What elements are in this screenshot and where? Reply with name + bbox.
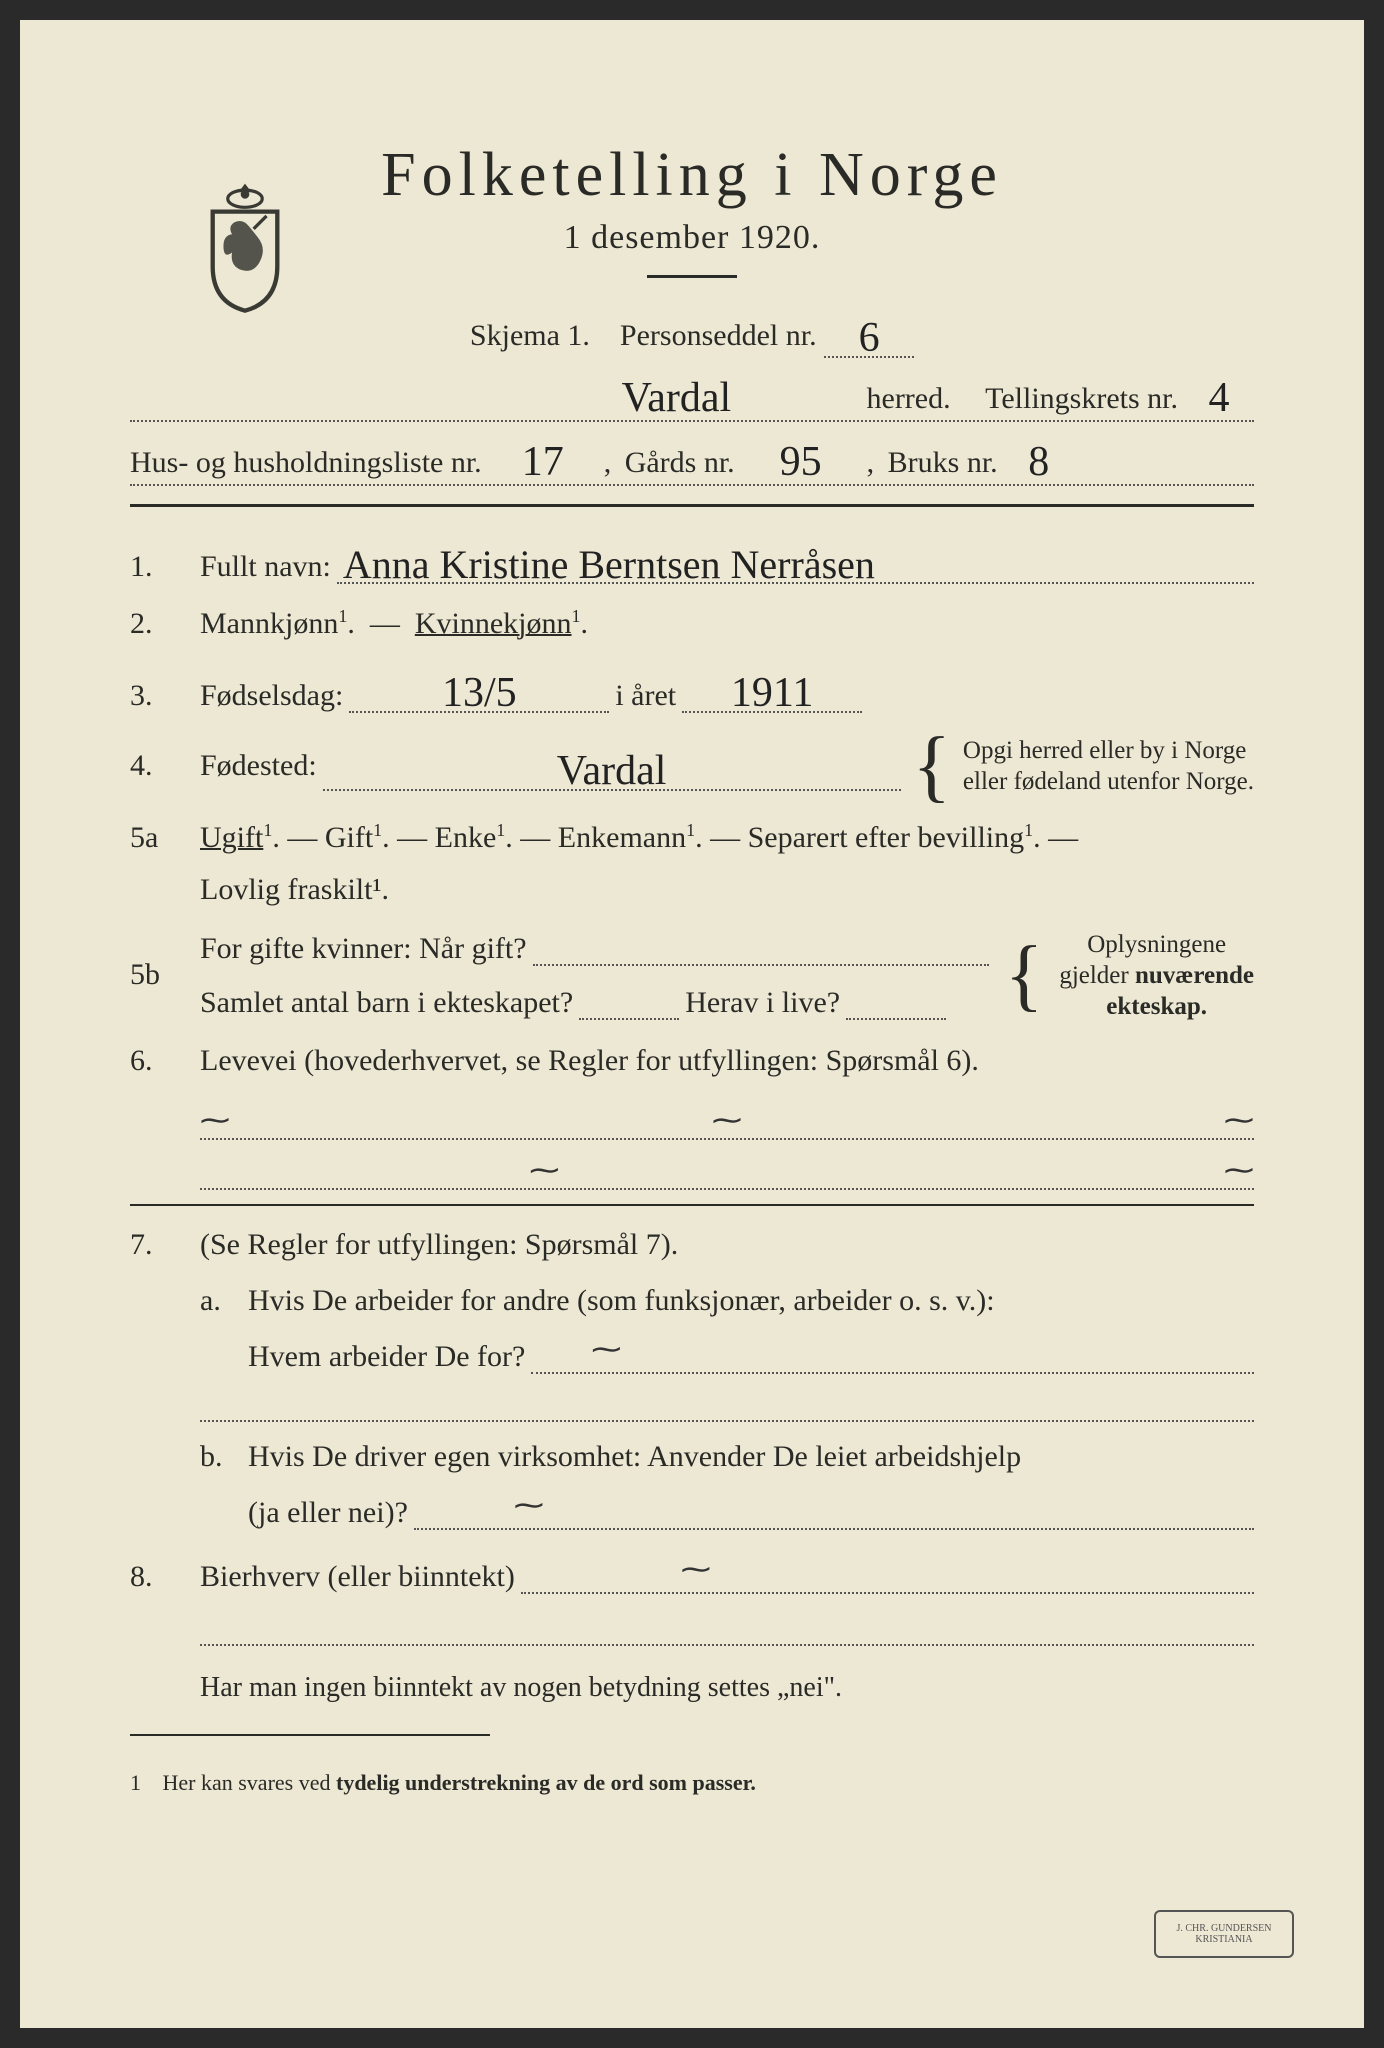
q2-female: Kvinnekjønn [415, 607, 572, 640]
footnote-rule [130, 1734, 490, 1736]
q8-label: Bierhverv (eller biinntekt) [200, 1560, 515, 1594]
q5b-l2a: Samlet antal barn i ekteskapet? [200, 986, 573, 1020]
q7b-label: b. [200, 1440, 230, 1474]
dash-mark: ⁓ [1224, 1153, 1254, 1188]
q7b-l2: (ja eller nei)? [248, 1496, 408, 1530]
footer-line: Har man ingen biinntekt av nogen betydni… [200, 1672, 1254, 1704]
q2-num: 2. [130, 607, 182, 641]
brace-icon: { [1005, 947, 1043, 1003]
personseddel-label: Personseddel nr. [620, 319, 817, 352]
tellingskrets-nr: 4 [1209, 375, 1230, 421]
q3-day: 13/5 [442, 670, 517, 716]
q1-label: Fullt navn: [200, 550, 331, 584]
herred-label: herred. [867, 382, 951, 416]
dash-mark: ⁓ [591, 1332, 621, 1367]
title-rule [647, 275, 737, 278]
census-form-page: Folketelling i Norge 1 desember 1920. Sk… [20, 20, 1364, 2028]
dash-mark: ⁓ [1224, 1103, 1254, 1138]
q7a-label: a. [200, 1284, 230, 1318]
gards-label: Gårds nr. [625, 446, 735, 480]
q5a-ugift: Ugift [200, 821, 263, 854]
dash-mark: ⁓ [712, 1103, 742, 1138]
q5b-note: Oplysningene gjelder nuværende ekteskap. [1059, 929, 1254, 1023]
q4-note: Opgi herred eller by i Norge eller fødel… [963, 735, 1254, 798]
q3-label: Fødselsdag: [200, 679, 343, 713]
q5b-l1: For gifte kvinner: Når gift? [200, 932, 527, 966]
skjema-label: Skjema 1. [470, 319, 590, 352]
coat-of-arms-icon [190, 175, 300, 315]
q5b-num: 5b [130, 958, 182, 992]
gards-nr: 95 [780, 439, 822, 485]
printer-stamp: J. CHR. GUNDERSENKRISTIANIA [1154, 1910, 1294, 1958]
dash-mark: ⁓ [529, 1153, 559, 1188]
dash-mark: ⁓ [514, 1488, 544, 1523]
dash-mark: ⁓ [681, 1552, 711, 1587]
q2-male: Mannkjønn [200, 607, 338, 640]
q3-year: 1911 [731, 670, 813, 716]
tellingskrets-label: Tellingskrets nr. [985, 382, 1178, 416]
q5a-num: 5a [130, 821, 182, 855]
bruks-nr: 8 [1028, 439, 1049, 485]
q4-value: Vardal [557, 748, 667, 794]
rule [130, 1204, 1254, 1206]
personseddel-nr: 6 [859, 315, 880, 361]
q1-num: 1. [130, 550, 182, 584]
hus-label: Hus- og husholdningsliste nr. [130, 446, 482, 480]
brace-icon: { [913, 738, 951, 794]
q1-value: Anna Kristine Berntsen Nerråsen [343, 542, 875, 587]
footnote: 1 Her kan svares ved tydelig understrekn… [130, 1770, 1254, 1796]
q4-num: 4. [130, 749, 182, 783]
q3-num: 3. [130, 679, 182, 713]
dash-mark: ⁓ [200, 1103, 230, 1138]
herred-value: Vardal [622, 375, 732, 421]
q7-text: (Se Regler for utfyllingen: Spørsmål 7). [200, 1228, 1254, 1262]
q6-num: 6. [130, 1044, 182, 1078]
q3-yearlabel: i året [615, 679, 676, 713]
q8-num: 8. [130, 1560, 182, 1594]
q6-text: Levevei (hovederhvervet, se Regler for u… [200, 1044, 1254, 1078]
bruks-label: Bruks nr. [888, 446, 998, 480]
q4-label: Fødested: [200, 749, 317, 783]
q5b-l2b: Herav i live? [685, 986, 840, 1020]
q7a-l1: Hvis De arbeider for andre (som funksjon… [248, 1284, 995, 1318]
hus-nr: 17 [522, 439, 564, 485]
q7-num: 7. [130, 1228, 182, 1262]
section-rule [130, 504, 1254, 507]
q5a-last: Lovlig fraskilt¹. [200, 873, 1254, 907]
q7a-l2: Hvem arbeider De for? [248, 1340, 525, 1374]
q7b-l1: Hvis De driver egen virksomhet: Anvender… [248, 1440, 1021, 1474]
